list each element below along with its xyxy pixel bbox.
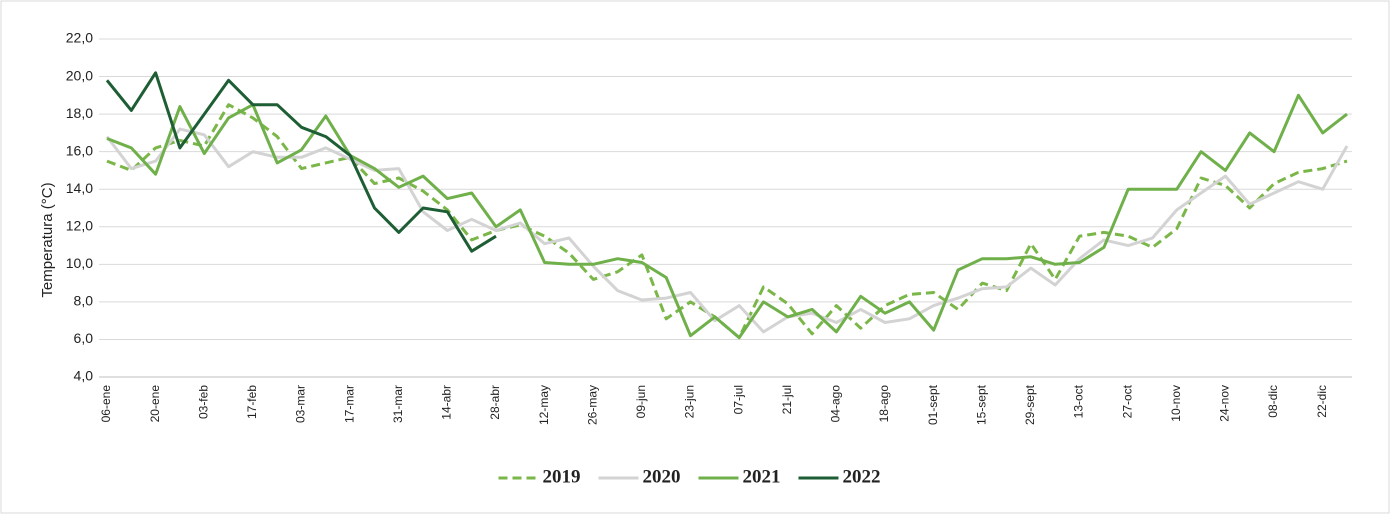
x-tick-label: 29-sept bbox=[1023, 384, 1037, 425]
y-tick-label: 8,0 bbox=[74, 293, 94, 309]
x-tick-label: 31-mar bbox=[391, 385, 405, 423]
x-tick-label: 07-jul bbox=[731, 385, 745, 414]
x-tick-label: 12-may bbox=[537, 385, 551, 425]
x-tick-label: 15-sept bbox=[974, 384, 988, 425]
y-tick-label: 4,0 bbox=[74, 368, 94, 384]
x-tick-label: 14-abr bbox=[440, 385, 454, 420]
y-tick-label: 16,0 bbox=[66, 142, 93, 158]
legend-label: 2021 bbox=[743, 466, 781, 487]
x-tick-label: 18-ago bbox=[877, 385, 891, 423]
legend-label: 2020 bbox=[643, 466, 681, 487]
x-tick-label: 23-jun bbox=[683, 385, 697, 418]
y-tick-label: 22,0 bbox=[66, 30, 93, 46]
legend-label: 2022 bbox=[843, 466, 881, 487]
series-line bbox=[105, 71, 497, 253]
y-axis-title: Temperatura (°C) bbox=[39, 182, 56, 297]
x-tick-label: 22-dic bbox=[1315, 385, 1329, 418]
y-tick-label: 10,0 bbox=[66, 255, 93, 271]
series-line bbox=[105, 127, 1349, 334]
x-tick-label: 01-sept bbox=[926, 384, 940, 425]
x-tick-label: 24-nov bbox=[1218, 385, 1232, 422]
x-tick-label: 26-may bbox=[585, 385, 599, 425]
x-tick-label: 03-mar bbox=[294, 385, 308, 423]
x-tick-label: 04-ago bbox=[829, 385, 843, 423]
y-tick-label: 14,0 bbox=[66, 180, 93, 196]
x-tick-label: 21-jul bbox=[780, 385, 794, 414]
y-tick-label: 12,0 bbox=[66, 217, 93, 233]
y-tick-label: 6,0 bbox=[74, 330, 94, 346]
x-tick-label: 09-jun bbox=[634, 385, 648, 418]
x-tick-label: 20-ene bbox=[148, 385, 162, 423]
x-tick-label: 13-oct bbox=[1072, 384, 1086, 418]
y-tick-label: 20,0 bbox=[66, 67, 93, 83]
x-tick-label: 08-dic bbox=[1266, 385, 1280, 418]
x-tick-label: 06-ene bbox=[99, 385, 113, 423]
x-tick-label: 28-abr bbox=[488, 385, 502, 420]
x-tick-label: 17-feb bbox=[245, 385, 259, 419]
x-tick-label: 03-feb bbox=[196, 385, 210, 419]
x-tick-label: 10-nov bbox=[1169, 385, 1183, 422]
legend-label: 2019 bbox=[543, 466, 581, 487]
x-tick-label: 17-mar bbox=[342, 385, 356, 423]
x-tick-label: 27-oct bbox=[1120, 384, 1134, 418]
y-tick-label: 18,0 bbox=[66, 105, 93, 121]
